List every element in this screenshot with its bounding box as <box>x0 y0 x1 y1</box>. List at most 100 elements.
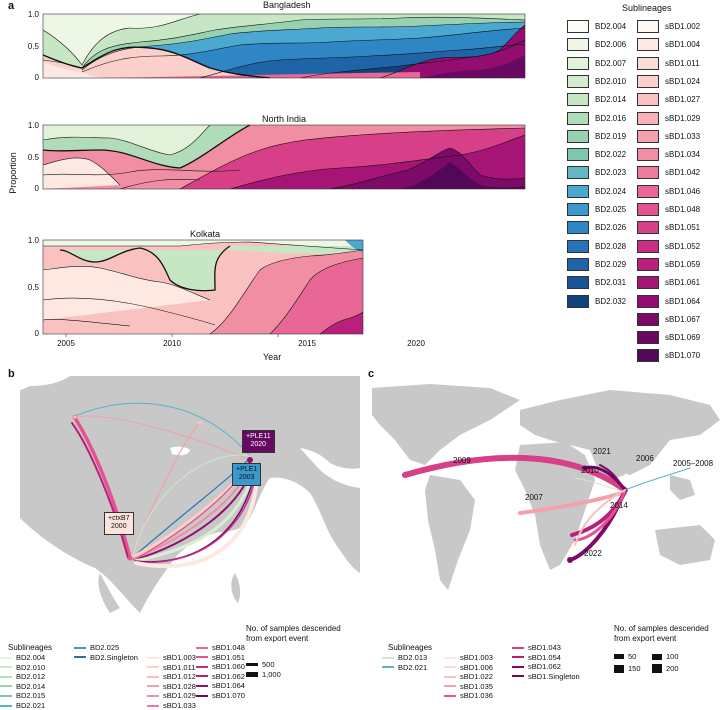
legend-label: BD2.026 <box>595 223 627 233</box>
size-entry-150: 150 <box>614 664 641 673</box>
legend-item-sbd1-069: sBD1.069 <box>637 331 700 345</box>
xtick-2020: 2020 <box>407 339 425 348</box>
legend-item-sbd1-033: sBD1.033 <box>147 701 196 710</box>
legend-item-sbd1-012: sBD1.012 <box>147 672 196 681</box>
legend-item-sbd1-051: sBD1.051 <box>637 221 700 235</box>
legend-label: sBD1.029 <box>665 113 701 123</box>
legend-item-bd2-024: BD2.024 <box>567 184 626 198</box>
size-swatch-100 <box>652 653 662 660</box>
legend-label: BD2.025 <box>90 643 120 652</box>
kolkata-title: Kolkata <box>190 229 221 239</box>
legend-item-sbd1-070: sBD1.070 <box>196 691 245 700</box>
legend-item-sbd1-062: sBD1.062 <box>512 662 561 671</box>
legend-label: sBD1.035 <box>460 681 493 691</box>
legend-line-swatch <box>196 665 208 668</box>
legend-label: sBD1.067 <box>665 314 701 324</box>
ni-ytick-mid: 0.5 <box>28 153 40 162</box>
size-entry-1000: 1,000 <box>246 670 281 679</box>
legend-swatch <box>567 276 589 290</box>
legend-label: BD2.031 <box>595 278 627 288</box>
size-label-200: 200 <box>666 664 679 673</box>
legend-line-swatch <box>0 675 12 678</box>
legend-item-bd2-019: BD2.019 <box>567 129 627 143</box>
kolkata-streams <box>43 240 363 334</box>
legend-item-sbd1-061: sBD1.061 <box>637 276 700 290</box>
panel-c-map: 2009 2021 2006 2005–2008 2010 2007 2014 … <box>372 384 720 590</box>
legend-label: sBD1.006 <box>460 662 493 672</box>
legend-label: sBD1.064 <box>212 681 245 691</box>
legend-label: sBD1.011 <box>163 662 196 672</box>
legend-swatch <box>637 221 659 235</box>
legend-swatch <box>637 148 659 162</box>
legend-item-sbd1-043: sBD1.043 <box>512 643 561 652</box>
legend-line-swatch <box>147 694 159 697</box>
legend-label: BD2.022 <box>595 150 627 160</box>
legend-swatch <box>567 294 589 308</box>
xtick-2005: 2005 <box>57 339 75 348</box>
legend-label: sBD1.048 <box>665 205 701 214</box>
legend-label: BD2.014 <box>595 95 627 105</box>
legend-label: sBD1.022 <box>460 672 493 682</box>
legend-swatch <box>567 148 589 162</box>
legend-item-sbd1-028: sBD1.028 <box>147 682 196 691</box>
legend-line-swatch <box>196 684 208 687</box>
legend-label: sBD1.051 <box>212 652 245 662</box>
legend-item-sbd1-003: sBD1.003 <box>444 653 493 662</box>
legend-swatch <box>637 166 659 180</box>
legend-label: sBD1.012 <box>163 672 196 682</box>
year-2021: 2021 <box>593 447 611 456</box>
legend-item-sbd1-004: sBD1.004 <box>637 38 700 52</box>
legend-line-swatch <box>512 656 524 659</box>
legend-label: sBD1.036 <box>460 691 493 701</box>
legend-line-swatch <box>0 666 12 669</box>
legend-label: sBD1.043 <box>528 643 561 652</box>
legend-label: BD2.004 <box>16 653 46 662</box>
legend-swatch <box>637 184 659 198</box>
legend-item-sbd1-052: sBD1.052 <box>637 239 700 253</box>
legend-label: sBD1.011 <box>665 58 700 68</box>
size-swatch-150 <box>614 664 624 673</box>
legend-swatch <box>567 257 589 271</box>
legend-label: BD2.007 <box>595 58 627 68</box>
legend-item-sbd1-070: sBD1.070 <box>637 349 701 363</box>
legend-swatch <box>567 203 589 216</box>
legend-item-bd2-014: BD2.014 <box>0 682 45 691</box>
legend-swatch <box>637 129 659 143</box>
ni-ytick-top: 1.0 <box>28 121 40 130</box>
legend-swatch <box>637 257 659 271</box>
legend-line-swatch <box>74 646 86 649</box>
legend-item-sbd1-036: sBD1.036 <box>444 691 493 700</box>
legend-item-bd2-031: BD2.031 <box>567 276 627 290</box>
legend-swatch <box>567 239 589 253</box>
ctxb7-year: 2000 <box>111 523 127 531</box>
legend-label: BD2.012 <box>16 672 46 682</box>
legend-line-swatch <box>444 694 456 697</box>
legend-item-sbd1-062: sBD1.062 <box>196 672 245 681</box>
legend-swatch <box>637 239 659 253</box>
size-entry-50: 50 <box>614 652 636 661</box>
legend-line-swatch <box>147 685 159 688</box>
legend-item-bd2-013: BD2.013 <box>382 653 427 662</box>
legend-line-swatch <box>196 694 208 697</box>
legend-label: sBD1.033 <box>163 701 196 710</box>
legend-item-sbd1-042: sBD1.042 <box>637 166 700 180</box>
legend-label: BD2.019 <box>595 131 627 141</box>
legend-line-swatch <box>0 694 12 697</box>
year-2007: 2007 <box>525 493 543 502</box>
legend-item-sbd1-060: sBD1.060 <box>196 662 245 671</box>
legend-line-swatch <box>147 704 159 707</box>
legend-swatch <box>567 166 589 180</box>
legend-title-b: Sublineages <box>8 643 53 652</box>
legend-line-swatch <box>512 646 524 649</box>
north-india-title: North India <box>262 114 307 124</box>
bangladesh-title: Bangladesh <box>263 0 311 10</box>
ple11-tag: +PLE11 2020 <box>242 430 275 453</box>
legend-label: sBD1.070 <box>665 351 701 361</box>
legend-label: BD2.010 <box>595 76 627 86</box>
legend-item-sbd1-035: sBD1.035 <box>444 682 493 691</box>
legend-item-sbd1-022: sBD1.022 <box>444 672 493 681</box>
size-entry-200: 200 <box>652 664 679 673</box>
ctxb7-label: +ctxB7 <box>108 515 130 522</box>
legend-line-swatch <box>196 656 208 659</box>
size-title-c: No. of samples descended from export eve… <box>614 624 709 643</box>
